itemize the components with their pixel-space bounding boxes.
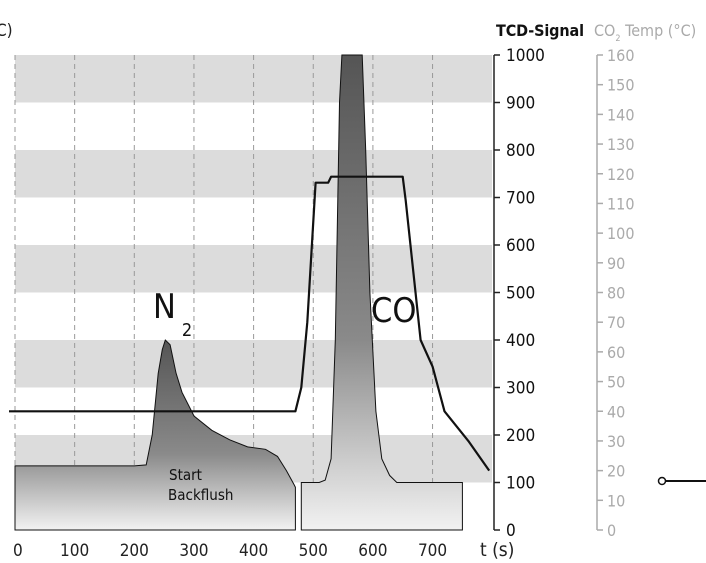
n2-label: N2 xyxy=(153,287,192,341)
tcd-tick-label-7: 700 xyxy=(506,189,535,209)
vertical-gridlines xyxy=(14,55,434,530)
temp-tick-label-9: 90 xyxy=(607,254,625,273)
n2-main: N xyxy=(153,287,176,327)
tcd-tick-label-0: 0 xyxy=(506,521,516,541)
temp-axis-ticks: 0 10 20 30 40 50 60 70 80 90 100 110 120 130 140 150 160 xyxy=(597,46,634,540)
tcd-tick-label-10: 1000 xyxy=(506,46,545,66)
x-tick-label-2: 200 xyxy=(120,541,149,561)
start-label: Start xyxy=(169,466,202,484)
tcd-tick-label-1: 100 xyxy=(506,474,535,494)
temp-tick-label-0: 0 xyxy=(607,521,616,540)
temp-tick-label-5: 50 xyxy=(607,373,625,392)
temp-tick-label-10: 100 xyxy=(607,224,634,243)
left-axis-partial-label: C) xyxy=(0,21,13,41)
tcd-tick-label-4: 400 xyxy=(506,331,535,351)
temp-label-subscript: 2 xyxy=(615,34,620,44)
temp-label-suffix: Temp (°C) xyxy=(621,21,697,40)
temperature-line xyxy=(9,175,491,472)
tcd-tick-label-3: 300 xyxy=(506,379,535,399)
temp-tick-label-1: 10 xyxy=(607,491,625,510)
tcd-axis-ticks: 0 100 200 300 400 500 600 700 800 900 1000 xyxy=(494,46,545,541)
temp-tick-label-3: 30 xyxy=(607,432,625,451)
tcd-tick-label-2: 200 xyxy=(506,426,535,446)
band-2 xyxy=(15,245,492,293)
tcd-tick-label-6: 600 xyxy=(506,236,535,256)
x-tick-label-7: 700 xyxy=(418,541,447,561)
x-tick-label-6: 600 xyxy=(358,541,387,561)
tcd-tick-label-8: 800 xyxy=(506,141,535,161)
temp-tick-label-7: 70 xyxy=(607,313,625,332)
n2-sub: 2 xyxy=(182,320,192,341)
x-axis-label: t (s) xyxy=(480,539,514,561)
temp-tick-label-15: 150 xyxy=(607,76,634,95)
tcd-axis-label: TCD-Signal xyxy=(496,21,584,40)
temp-tick-label-13: 130 xyxy=(607,135,634,154)
temp-label-prefix: CO xyxy=(594,21,615,40)
temp-axis-label: CO2 Temp (°C) xyxy=(594,21,696,44)
temp-tick-label-16: 160 xyxy=(607,46,634,65)
temp-tick-label-4: 40 xyxy=(607,402,625,421)
co-label: CO xyxy=(371,291,416,331)
tcd-tick-label-9: 900 xyxy=(506,94,535,114)
tcd-signal-peaks xyxy=(14,54,463,531)
temp-tick-label-12: 120 xyxy=(607,165,634,184)
backflush-label: Backflush xyxy=(168,486,233,504)
x-tick-label-0: 0 xyxy=(13,541,23,561)
tcd_co-area xyxy=(300,54,463,531)
temp-tick-label-11: 110 xyxy=(607,194,634,213)
x-tick-label-3: 300 xyxy=(179,541,208,561)
temp-tick-label-14: 140 xyxy=(607,105,634,124)
legend-circle-marker xyxy=(657,476,667,486)
temp-tick-label-8: 80 xyxy=(607,284,625,303)
tcd_n2-area xyxy=(14,339,296,531)
x-tick-label-4: 400 xyxy=(239,541,268,561)
x-axis-ticks: 0 100 200 300 400 500 600 700 xyxy=(13,541,447,561)
x-tick-label-1: 100 xyxy=(60,541,89,561)
temp-tick-label-2: 20 xyxy=(607,462,625,481)
x-tick-label-5: 500 xyxy=(299,541,328,561)
temp-tick-label-6: 60 xyxy=(607,343,625,362)
tcd-tick-label-5: 500 xyxy=(506,284,535,304)
